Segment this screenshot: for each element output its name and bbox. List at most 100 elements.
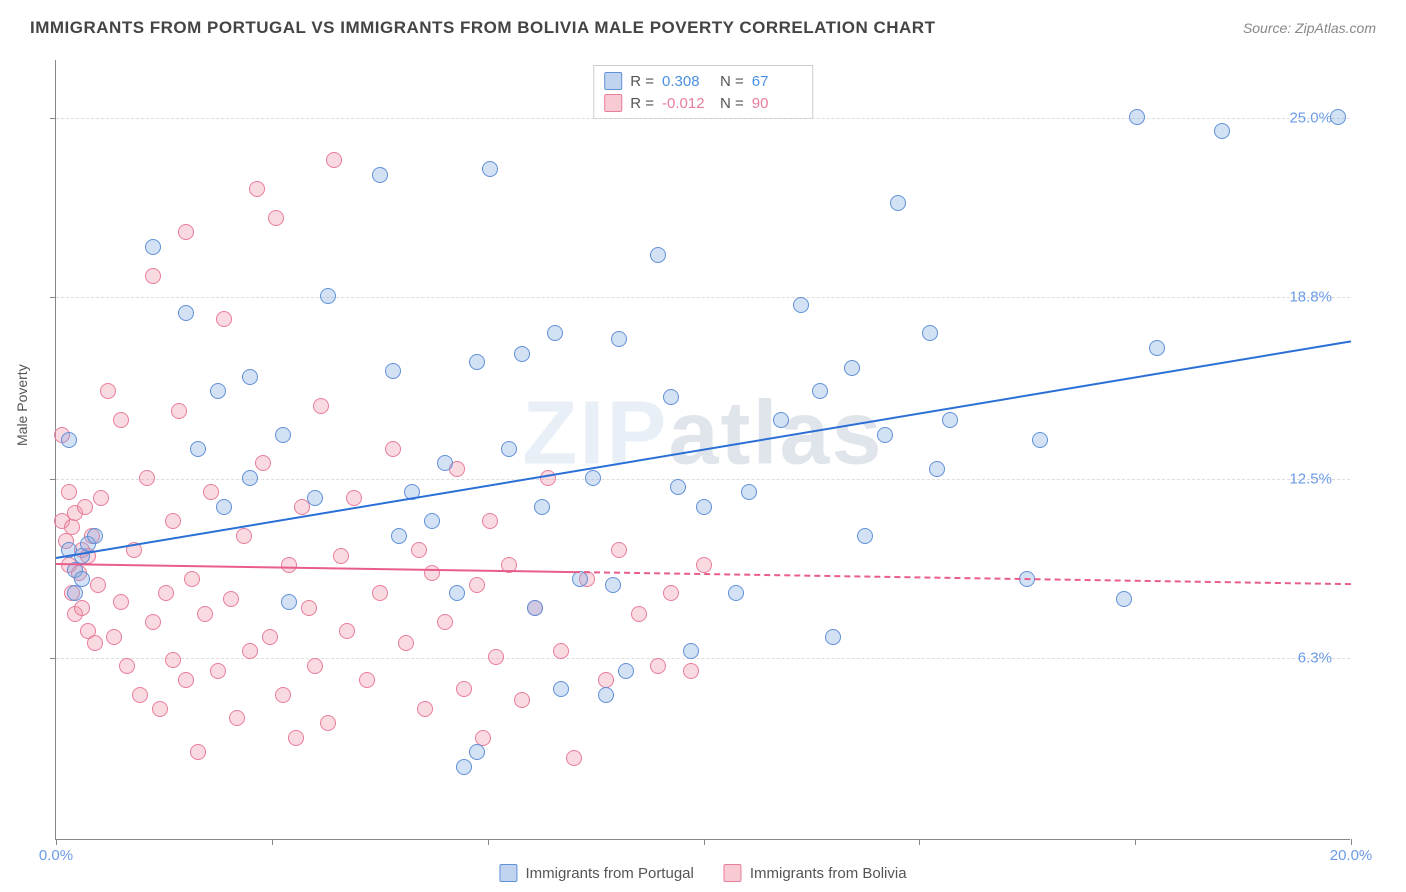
point-bolivia (223, 591, 239, 607)
x-tick (272, 839, 273, 845)
point-bolivia (469, 577, 485, 593)
point-bolivia (301, 600, 317, 616)
point-bolivia (359, 672, 375, 688)
y-tick-label: 6.3% (1298, 650, 1332, 667)
point-bolivia (184, 571, 200, 587)
point-bolivia (333, 548, 349, 564)
point-bolivia (139, 470, 155, 486)
point-bolivia (398, 635, 414, 651)
point-portugal (482, 161, 498, 177)
point-portugal (145, 239, 161, 255)
point-portugal (320, 288, 336, 304)
point-bolivia (197, 606, 213, 622)
point-portugal (307, 490, 323, 506)
point-bolivia (553, 643, 569, 659)
point-portugal (275, 427, 291, 443)
stats-row-portugal: R = 0.308 N = 67 (604, 70, 802, 92)
point-portugal (216, 499, 232, 515)
point-bolivia (152, 701, 168, 717)
n-label: N = (720, 95, 744, 112)
point-bolivia (482, 513, 498, 529)
point-portugal (178, 305, 194, 321)
point-bolivia (242, 643, 258, 659)
trendline (56, 563, 574, 573)
point-portugal (825, 629, 841, 645)
point-bolivia (611, 542, 627, 558)
point-portugal (741, 484, 757, 500)
point-bolivia (90, 577, 106, 593)
point-bolivia (100, 383, 116, 399)
point-portugal (1032, 432, 1048, 448)
n-value-portugal: 67 (752, 73, 802, 90)
r-value-portugal: 0.308 (662, 73, 712, 90)
trendline (574, 571, 1351, 585)
point-portugal (61, 432, 77, 448)
point-portugal (728, 585, 744, 601)
point-portugal (437, 455, 453, 471)
point-bolivia (262, 629, 278, 645)
point-bolivia (514, 692, 530, 708)
point-portugal (844, 360, 860, 376)
correlation-stats-legend: R = 0.308 N = 67 R = -0.012 N = 90 (593, 65, 813, 119)
point-bolivia (566, 750, 582, 766)
point-bolivia (216, 311, 232, 327)
point-portugal (1214, 123, 1230, 139)
point-bolivia (437, 614, 453, 630)
point-portugal (929, 461, 945, 477)
point-portugal (385, 363, 401, 379)
point-portugal (696, 499, 712, 515)
x-tick (1351, 839, 1352, 845)
point-bolivia (255, 455, 271, 471)
point-bolivia (385, 441, 401, 457)
gridline (56, 118, 1350, 119)
point-bolivia (210, 663, 226, 679)
point-bolivia (113, 412, 129, 428)
r-label: R = (630, 73, 654, 90)
point-portugal (190, 441, 206, 457)
y-tick-label: 25.0% (1289, 109, 1332, 126)
point-bolivia (372, 585, 388, 601)
gridline (56, 297, 1350, 298)
point-portugal (469, 354, 485, 370)
point-portugal (469, 744, 485, 760)
point-bolivia (249, 181, 265, 197)
point-portugal (663, 389, 679, 405)
stats-row-bolivia: R = -0.012 N = 90 (604, 92, 802, 114)
point-portugal (242, 369, 258, 385)
point-bolivia (417, 701, 433, 717)
point-bolivia (178, 672, 194, 688)
point-portugal (1116, 591, 1132, 607)
point-bolivia (339, 623, 355, 639)
point-portugal (598, 687, 614, 703)
chart-title: IMMIGRANTS FROM PORTUGAL VS IMMIGRANTS F… (30, 18, 935, 38)
point-portugal (618, 663, 634, 679)
n-value-bolivia: 90 (752, 95, 802, 112)
legend-item-portugal: Immigrants from Portugal (499, 864, 693, 882)
point-bolivia (87, 635, 103, 651)
r-label: R = (630, 95, 654, 112)
point-bolivia (696, 557, 712, 573)
point-bolivia (424, 565, 440, 581)
point-portugal (527, 600, 543, 616)
point-portugal (572, 571, 588, 587)
point-bolivia (64, 519, 80, 535)
swatch-blue (604, 72, 622, 90)
point-bolivia (106, 629, 122, 645)
point-bolivia (229, 710, 245, 726)
point-bolivia (145, 614, 161, 630)
point-portugal (456, 759, 472, 775)
point-portugal (449, 585, 465, 601)
x-tick (488, 839, 489, 845)
point-portugal (1330, 109, 1346, 125)
point-bolivia (313, 398, 329, 414)
point-portugal (605, 577, 621, 593)
y-tick-label: 18.8% (1289, 288, 1332, 305)
point-bolivia (178, 224, 194, 240)
point-portugal (67, 585, 83, 601)
point-portugal (670, 479, 686, 495)
swatch-pink (604, 94, 622, 112)
point-bolivia (320, 715, 336, 731)
chart-plot-area: ZIPatlas R = 0.308 N = 67 R = -0.012 N =… (55, 60, 1350, 840)
point-bolivia (165, 652, 181, 668)
point-bolivia (119, 658, 135, 674)
